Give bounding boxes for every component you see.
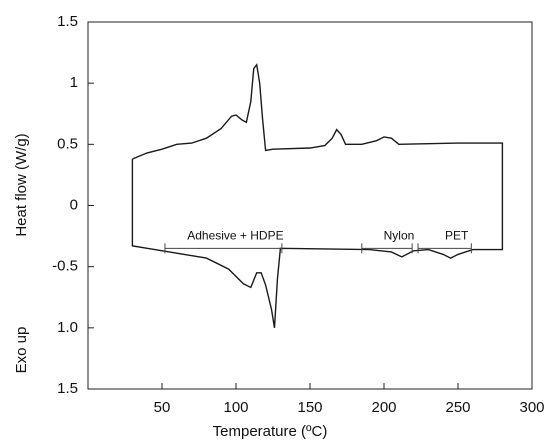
y-tick-label: 1.5	[57, 13, 78, 30]
y-tick-label: -0.5	[52, 258, 78, 275]
y-tick-label: 1.5	[57, 380, 78, 397]
x-axis-label: Temperature (ºC)	[213, 423, 328, 440]
y-tick-label: 1	[70, 74, 78, 91]
plot-frame	[87, 21, 533, 390]
y-tick-label: 1.0	[57, 319, 78, 336]
y-tick-label: 0	[70, 196, 78, 213]
x-tick-label: 200	[371, 399, 396, 416]
x-tick-label: 150	[297, 399, 322, 416]
line-series	[131, 63, 504, 328]
x-tick-label: 100	[223, 399, 248, 416]
x-tick-label: 300	[519, 399, 544, 416]
annotation-label: Adhesive + HDPE	[187, 228, 283, 242]
x-tick-label: 50	[154, 399, 171, 416]
annotation-label: PET	[445, 228, 469, 242]
annotation-label: Nylon	[384, 228, 415, 242]
y-axis-label-exo: Exo up	[13, 327, 30, 374]
y-axis-label: Heat flow (W/g)	[13, 133, 30, 236]
y-tick-label: 0.5	[57, 135, 78, 152]
x-tick-label: 250	[445, 399, 470, 416]
